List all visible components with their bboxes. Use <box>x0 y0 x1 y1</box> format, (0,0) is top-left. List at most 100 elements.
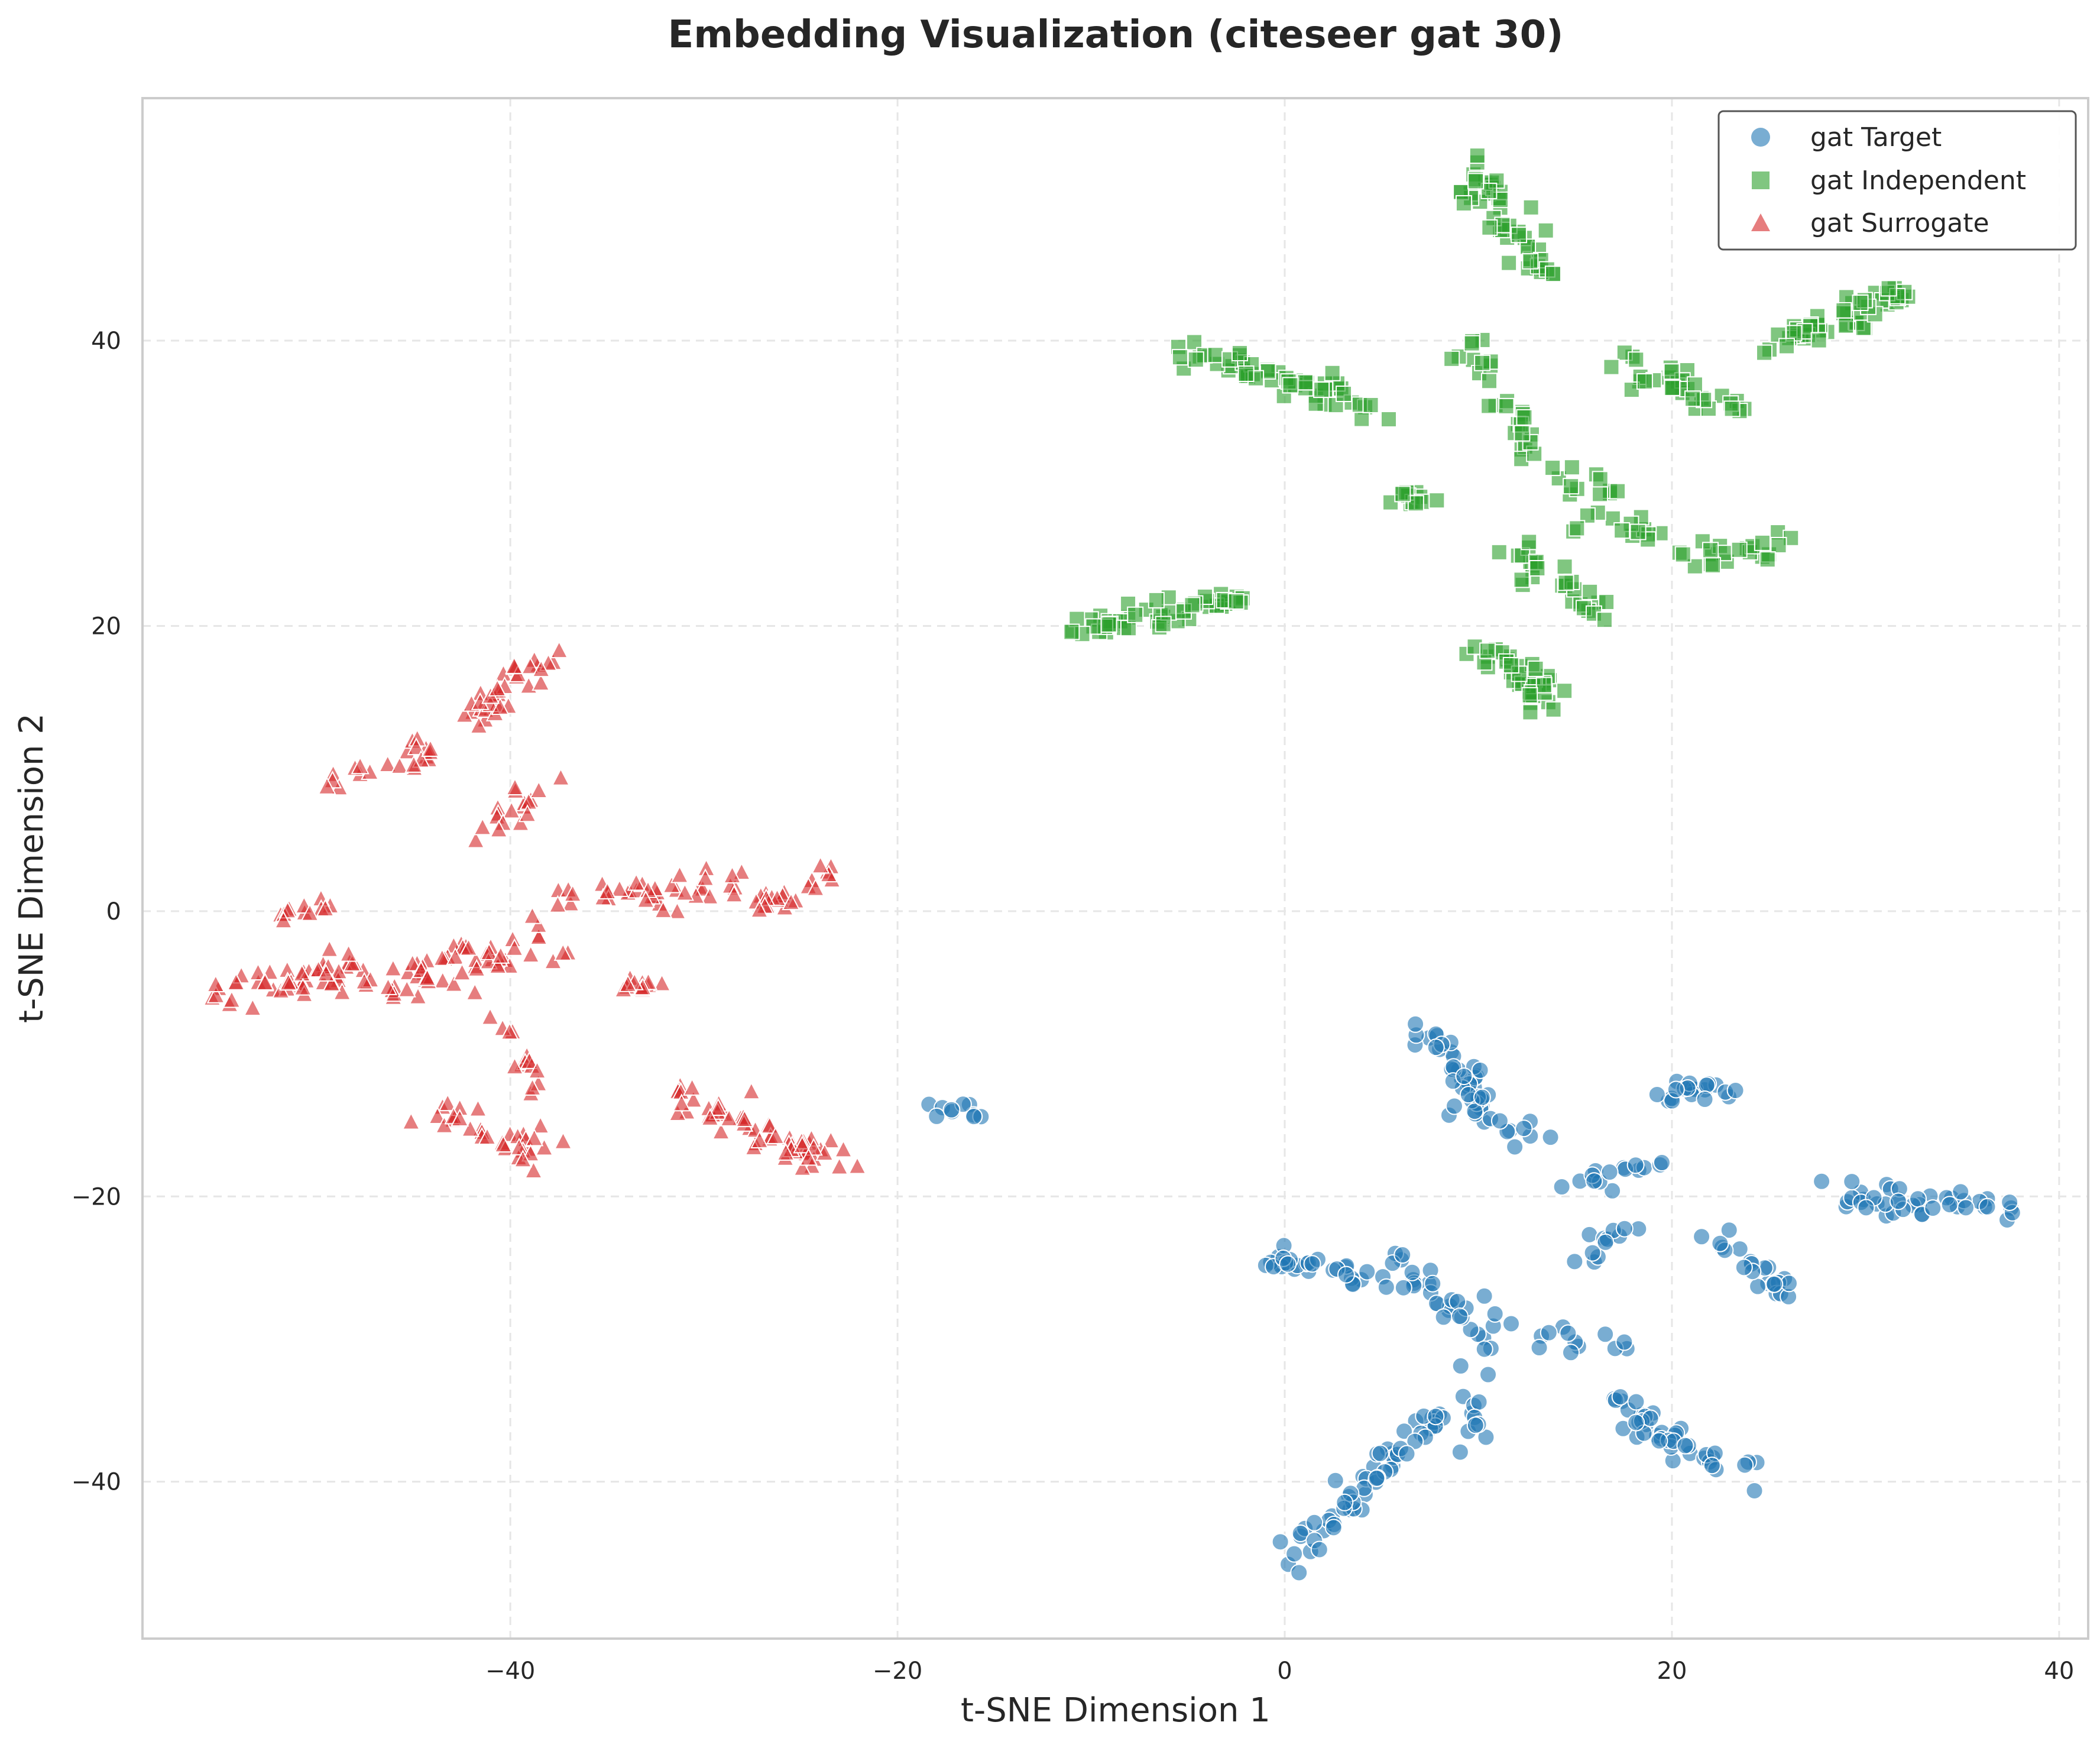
data-point-triangle <box>355 972 374 990</box>
data-point-circle <box>1303 1255 1321 1273</box>
data-point-circle <box>1667 1080 1685 1099</box>
data-point-circle <box>1615 1333 1634 1351</box>
data-point-circle <box>1924 1199 1942 1218</box>
data-point-triangle <box>329 962 348 980</box>
data-point-triangle <box>316 898 335 917</box>
legend-item-target: gat Target <box>1751 122 1942 153</box>
data-point-triangle <box>830 1157 849 1175</box>
data-point-square <box>1502 656 1519 674</box>
data-point-triangle <box>505 656 524 674</box>
data-point-square <box>1514 425 1531 442</box>
data-point-circle <box>1765 1275 1784 1293</box>
data-point-square <box>1455 195 1472 212</box>
data-point-triangle <box>445 974 464 992</box>
data-point-square <box>1480 397 1498 415</box>
data-point-square <box>1231 345 1248 362</box>
data-point-circle <box>1461 1320 1480 1339</box>
data-point-circle <box>1596 1325 1615 1344</box>
data-point-circle <box>1652 1154 1671 1172</box>
data-point-triangle <box>525 1128 544 1147</box>
data-point-square <box>1187 351 1204 368</box>
data-point-circle <box>1406 1432 1424 1451</box>
data-point-triangle <box>819 864 838 883</box>
data-point-square <box>1469 147 1486 164</box>
data-point-triangle <box>821 1130 840 1149</box>
data-point-square <box>1336 386 1353 403</box>
data-point-circle <box>1445 1097 1463 1115</box>
data-point-triangle <box>534 1138 554 1156</box>
data-point-triangle <box>668 1103 687 1122</box>
x-tick-label: 40 <box>2044 1658 2074 1685</box>
data-point-square <box>1516 409 1533 426</box>
data-point-circle <box>1470 1393 1488 1411</box>
chart-title: Embedding Visualization (citeseer gat 30… <box>668 13 1564 57</box>
data-point-triangle <box>750 1130 769 1148</box>
data-point-triangle <box>398 962 418 980</box>
data-point-circle <box>1745 1481 1764 1500</box>
data-point-circle <box>1475 1287 1493 1305</box>
data-point-triangle <box>248 962 268 981</box>
data-point-triangle <box>521 944 540 963</box>
data-point-square <box>1568 520 1586 537</box>
data-point-triangle <box>465 982 484 1001</box>
data-point-circle <box>1398 1445 1416 1463</box>
data-point-circle <box>1393 1246 1412 1264</box>
data-point-circle <box>1952 1183 1970 1201</box>
data-point-square <box>1535 676 1553 694</box>
data-point-triangle <box>551 768 571 786</box>
data-point-triangle <box>473 817 492 836</box>
data-point-square <box>1313 381 1330 399</box>
data-point-circle <box>1479 1365 1498 1384</box>
data-point-triangle <box>532 659 550 678</box>
data-point-square <box>1521 533 1538 551</box>
data-point-square <box>1544 459 1561 477</box>
data-point-circle <box>1813 1172 1831 1190</box>
data-point-circle <box>1434 1308 1453 1326</box>
data-point-circle <box>1455 1067 1473 1086</box>
x-tick-label: −20 <box>873 1658 922 1685</box>
data-point-square <box>1664 379 1681 396</box>
data-point-triangle <box>274 911 293 929</box>
data-point-circle <box>1627 1393 1645 1411</box>
data-point-circle <box>1358 1263 1376 1281</box>
data-point-circle <box>1650 1432 1668 1450</box>
data-point-triangle <box>206 974 225 992</box>
data-point-circle <box>942 1100 961 1119</box>
data-point-square <box>1704 556 1722 574</box>
data-point-square <box>1324 364 1341 381</box>
x-tick-label: 20 <box>1657 1658 1687 1685</box>
data-point-square <box>1778 338 1795 355</box>
data-point-circle <box>1324 1519 1343 1537</box>
data-point-circle <box>1451 1443 1469 1461</box>
data-point-triangle <box>316 963 336 982</box>
data-point-square <box>1544 266 1561 283</box>
data-point-square <box>1628 351 1645 368</box>
data-point-triangle <box>438 1093 457 1112</box>
data-point-circle <box>1403 1263 1421 1281</box>
data-point-triangle <box>670 865 689 883</box>
data-point-circle <box>1626 1156 1645 1174</box>
data-point-circle <box>1857 1199 1875 1217</box>
data-point-square <box>1603 358 1620 376</box>
data-point-triangle <box>279 973 298 991</box>
data-point-square <box>1063 623 1080 640</box>
data-point-triangle <box>481 1007 500 1025</box>
data-point-square <box>1443 350 1460 367</box>
data-point-square <box>1394 485 1411 503</box>
data-point-triangle <box>636 890 655 908</box>
data-point-square <box>1186 334 1203 351</box>
data-point-triangle <box>502 801 521 819</box>
data-point-triangle <box>610 879 629 897</box>
data-point-square <box>1155 616 1172 633</box>
data-point-triangle <box>709 1098 728 1116</box>
data-point-triangle <box>527 1060 547 1079</box>
data-point-circle <box>1583 1244 1602 1262</box>
data-point-triangle <box>799 1148 818 1166</box>
data-point-circle <box>1486 1304 1504 1323</box>
data-point-circle <box>1559 1324 1577 1342</box>
data-point-triangle <box>488 956 507 974</box>
data-point-circle <box>1407 1015 1425 1033</box>
x-tick-label: −40 <box>485 1658 535 1685</box>
data-point-square <box>1362 396 1379 413</box>
data-point-triangle <box>397 979 416 998</box>
